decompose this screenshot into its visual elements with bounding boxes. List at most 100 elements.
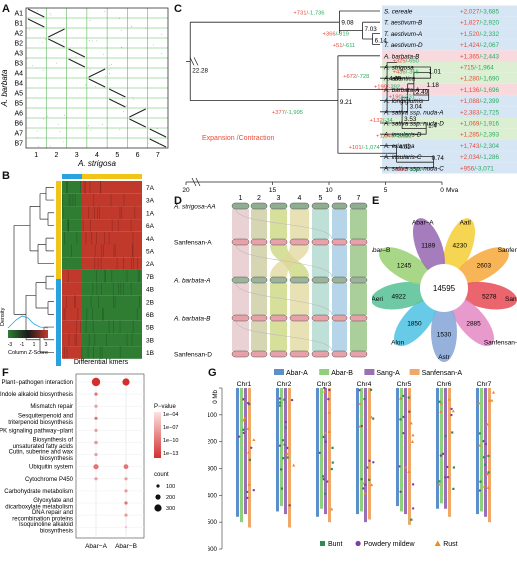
heatmap-cells-blue-col	[62, 193, 82, 207]
synteny-chrom-bar	[331, 202, 348, 210]
enrichment-pathway-label: Glyoxylate and dicarboxylate metabolism	[5, 498, 73, 511]
flower-petal	[450, 297, 494, 347]
dotplot-ylabel-B5: B5	[14, 101, 23, 108]
flower-petal-label: Sanfensan–A	[484, 339, 517, 346]
dotplot-xlabel-4: 4	[95, 152, 99, 159]
heatmap-texture	[106, 333, 107, 347]
chrom-map-marker-rust	[490, 398, 494, 402]
heatmap-texture	[113, 244, 115, 258]
heatmap-side-bar-yellow	[56, 181, 61, 279]
synteny-genome-label: A. strigosa-AA	[173, 204, 216, 211]
chrom-map-marker-bunt	[245, 490, 249, 494]
heatmap-texture	[88, 206, 89, 220]
heatmap-row-label-4B: 4B	[146, 287, 154, 294]
chrom-map-marker-rust	[487, 398, 491, 402]
chrom-map-marker-rust	[323, 431, 327, 434]
heatmap-cells-yellow-col	[82, 282, 142, 296]
heatmap-texture	[68, 193, 70, 207]
synteny-chrom-label-7: 7	[357, 195, 361, 202]
chrom-map-marker-bunt	[487, 454, 490, 458]
chrom-map-marker-rust	[439, 401, 444, 405]
heatmap-cells-blue-col	[62, 244, 82, 258]
chrom-map-marker-rust	[437, 482, 441, 486]
heatmap-texture	[92, 282, 94, 296]
synteny-ribbon	[332, 209, 347, 239]
heatmap-texture	[94, 257, 96, 270]
phylogeny-node-time: 1.4	[428, 122, 437, 129]
chrom-map-bar	[484, 388, 487, 517]
dotplot-noise-dot	[36, 130, 38, 132]
chrom-map-ytick-label: 500	[208, 519, 218, 526]
phylogeny-node-time: 1.01	[429, 69, 442, 76]
phylogeny-node-time: 9.21	[340, 99, 353, 106]
chrom-map-marker-rust	[404, 465, 408, 469]
phylogeny-node-time: 0.74	[432, 155, 445, 162]
enrichment-pathway-label: MAPK signaling pathway−plant	[0, 428, 73, 434]
chrom-map-marker-bunt	[487, 471, 490, 474]
dotplot-synteny-line	[68, 48, 86, 58]
phylogeny-node-change: +731/-1,736	[293, 10, 324, 16]
heatmap-dendrogram-path	[13, 187, 54, 353]
synteny-chrom-bar	[231, 202, 250, 210]
heatmap-texture	[123, 193, 125, 207]
chrom-map-marker-bunt	[452, 466, 456, 469]
synteny-chrom-bar	[231, 350, 250, 358]
chrom-map-marker-rust	[409, 421, 413, 425]
synteny-chrom-label-1: 1	[239, 195, 243, 202]
phylogeny-taxon-change: +1,069/-1,916	[460, 121, 500, 128]
phylogeny-band	[382, 106, 517, 118]
enrichment-group-label: Abar−B	[115, 543, 137, 550]
phylogeny-taxon-change: +1,088/-2,399	[460, 98, 500, 105]
heatmap-texture	[86, 308, 88, 321]
synteny-ribbon	[232, 283, 249, 315]
heatmap-cells-blue-col	[62, 219, 82, 232]
dotplot-noise-dot	[87, 124, 89, 126]
phylogeny-taxon-change: +1,365/-2,443	[460, 53, 500, 60]
dotplot-xlabel-2: 2	[54, 152, 58, 159]
phylogeny-taxon-change: +956/-3,071	[460, 165, 494, 172]
chrom-map-marker-mildew	[284, 420, 288, 424]
phylogeny-taxon-change: +1,136/-1,696	[460, 87, 500, 94]
phylogeny-band	[382, 117, 517, 129]
chrom-map-marker-mildew	[279, 468, 283, 471]
phylogeny-node-time: 7.03	[365, 26, 378, 33]
synteny-ribbon	[270, 209, 287, 239]
chrom-map-marker-rust	[330, 507, 334, 511]
heatmap-texture	[76, 231, 78, 245]
synteny-chrom-label-2: 2	[257, 195, 261, 202]
flower-petal	[431, 302, 457, 362]
dotplot-ylabel-A5: A5	[14, 91, 23, 98]
synteny-chrom-bar	[289, 202, 310, 210]
synteny-cross-link	[235, 282, 333, 316]
flower-petal	[455, 247, 509, 285]
chrom-map-marker-mildew	[372, 461, 375, 464]
dotplot-xlabel-5: 5	[115, 152, 119, 159]
enrichment-pathway-label: Cytochrome P450	[25, 477, 74, 483]
dotplot-noise-dot	[111, 63, 113, 65]
flower-petal-value: 1245	[397, 263, 412, 270]
synteny-chrom-bar	[250, 314, 268, 322]
chrom-map-marker-bunt	[278, 401, 282, 404]
dotplot-xlabel-7: 7	[156, 152, 160, 159]
dotplot-synteny-line	[48, 38, 65, 48]
chrom-map-marker-bunt	[410, 518, 413, 521]
dotplot-xlabel-6: 6	[136, 152, 140, 159]
chrom-map-marker-bunt	[451, 431, 454, 434]
enrichment-pathway-label: DNA repair and recombination proteins	[12, 510, 73, 522]
phylogeny-band	[382, 139, 517, 152]
chrom-map-bar	[288, 388, 291, 528]
pvalue-legend-tick: 1e−13	[163, 451, 178, 457]
heatmap-texture	[97, 206, 98, 220]
flower-petal	[379, 247, 433, 285]
phylogeny-node-change: +325/-650	[393, 59, 419, 65]
heatmap-texture	[100, 257, 102, 270]
dotplot-noise-dot	[122, 98, 124, 99]
enrichment-dot-abar-a	[93, 464, 99, 470]
chrom-map-ytick-label: 600	[208, 546, 218, 553]
chrom-map-marker-bunt	[479, 480, 482, 483]
phylogeny-taxon-name: A. sativa ssp. nuda-C	[383, 165, 444, 172]
heatmap-texture	[87, 346, 89, 359]
heatmap-texture	[94, 244, 96, 258]
chrom-map-marker-rust	[439, 410, 443, 413]
chrom-map-marker-rust	[482, 484, 486, 488]
